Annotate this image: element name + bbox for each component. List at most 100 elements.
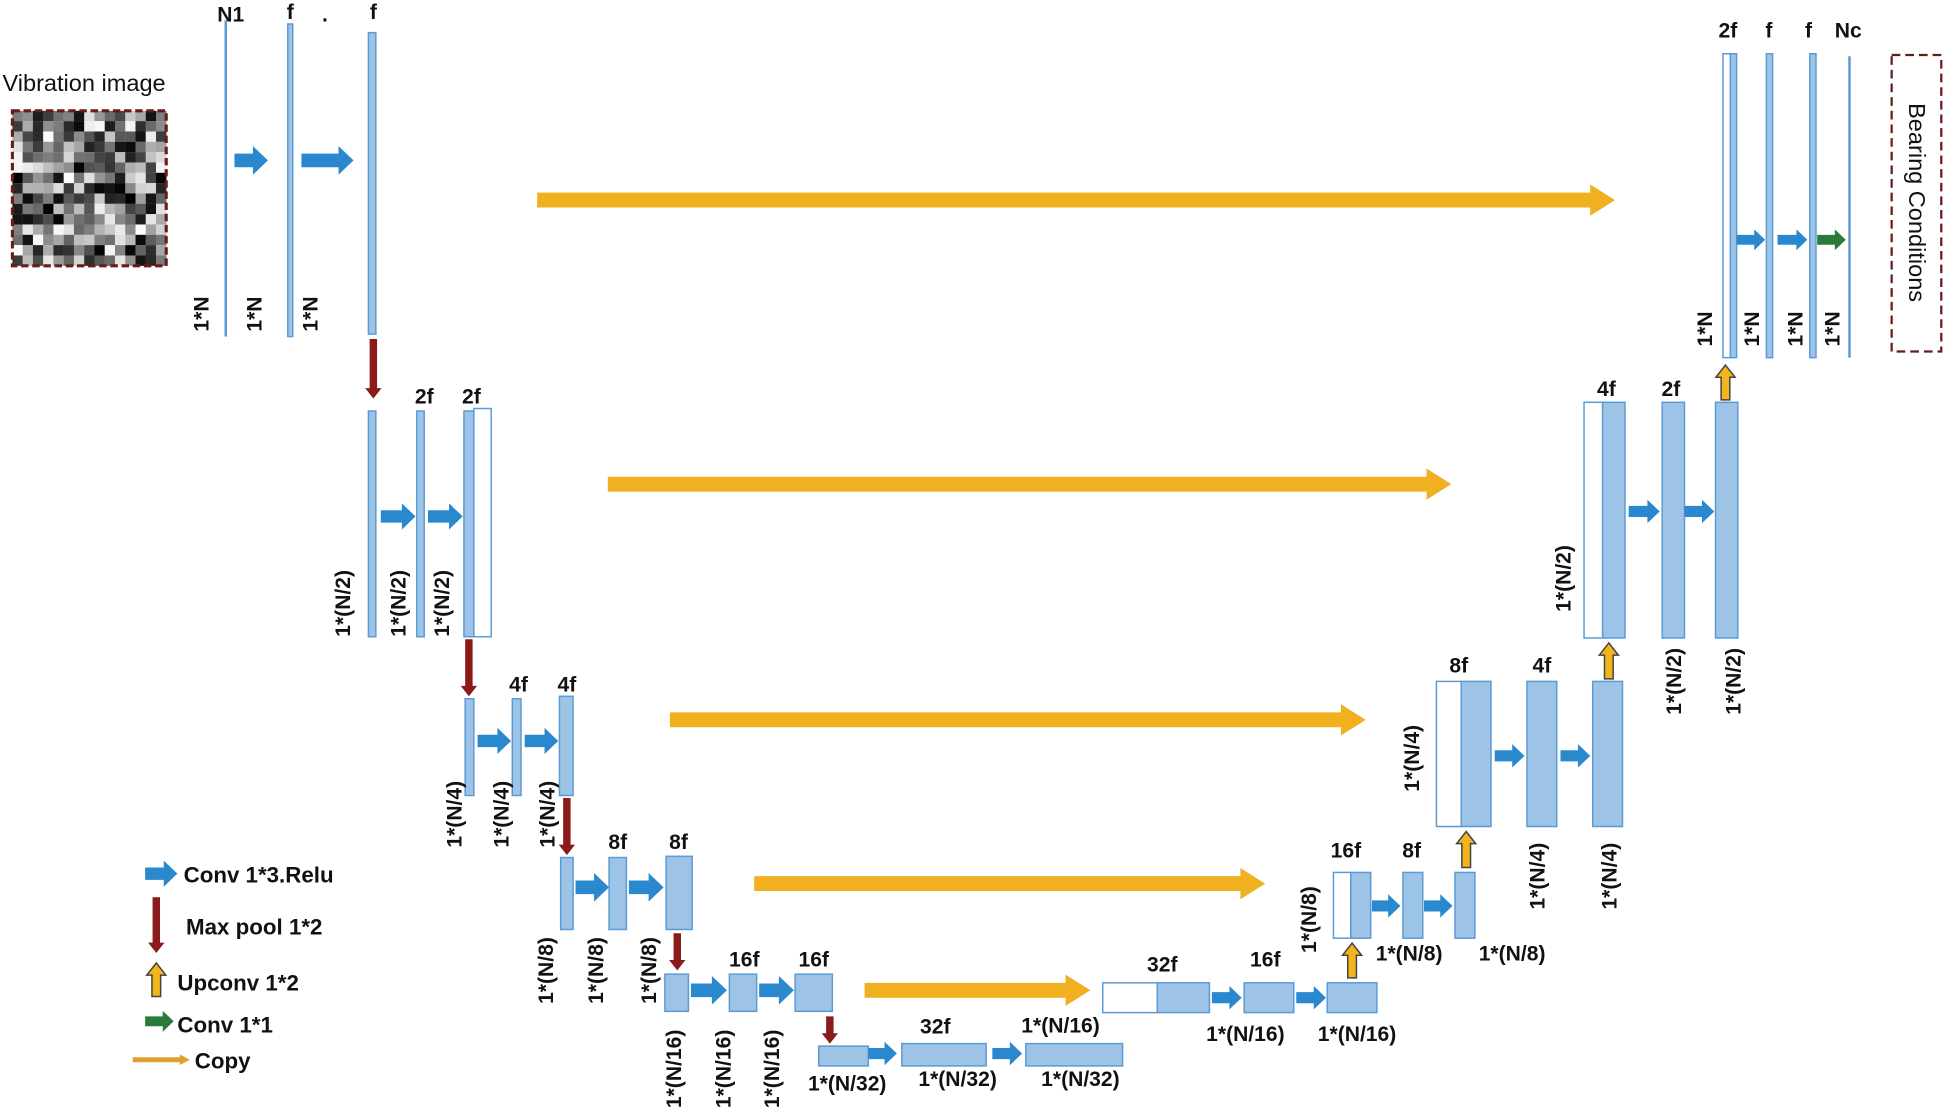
feature-block [664,973,690,1013]
vibration-pixel [12,193,23,204]
vibration-pixel [94,234,105,246]
channel-label: f [1765,20,1773,43]
conv-arrow-icon [1628,499,1660,524]
feature-block [1460,680,1492,828]
vibration-pixel [73,172,85,184]
vibration-pixel [125,224,136,235]
vibration-pixel [22,110,34,122]
vibration-pixel [22,141,34,153]
vibration-pixel [84,224,95,235]
vibration-pixel [43,214,54,225]
size-label: 1*(N/16) [663,1030,686,1108]
vibration-pixel [84,203,95,215]
channel-label: 2f [462,386,482,409]
conv-arrow-icon [868,1041,897,1066]
concat-block [1583,401,1604,639]
vibration-pixel [84,162,95,173]
legend-label: Conv 1*3.Relu [184,862,334,887]
feature-block [1526,680,1558,828]
vibration-pixel [114,193,126,204]
size-label: 1*(N/4) [491,781,514,848]
vibration-pixel [104,214,116,225]
vibration-pixel [114,255,126,266]
vibration-pixel [32,121,44,132]
vibration-pixel [32,203,44,215]
vibration-pixel [104,131,116,142]
channel-label: 2f [1661,378,1681,401]
vibration-pixel [84,214,95,225]
vibration-pixel [43,245,54,256]
vibration-pixel [94,203,105,215]
vibration-pixel [145,234,157,246]
feature-block [416,410,425,638]
feature-block [1243,982,1295,1014]
size-label: 1*(N/16) [1206,1023,1284,1046]
conv-arrow-icon [690,975,727,1005]
channel-label: 8f [1449,655,1469,678]
vibration-pixel [22,245,34,256]
vibration-pixel [94,193,105,204]
vibration-pixel [73,224,85,235]
maxpool-arrow-icon [669,933,686,971]
vibration-pixel [104,193,116,204]
vibration-pixel [73,110,85,122]
vibration-pixel [135,162,146,173]
size-label: 1*(N/16) [1318,1023,1396,1046]
vibration-pixel [145,110,157,122]
vibration-pixel [53,255,64,266]
vibration-pixel [32,131,44,142]
vibration-pixel [43,172,54,184]
vibration-pixel [104,245,116,256]
vibration-pixel [53,234,64,246]
vibration-pixel [156,255,167,266]
conv-arrow-icon [759,975,794,1005]
vibration-pixel [104,183,116,194]
vibration-pixel [12,183,23,194]
size-label: 1*N [1694,311,1717,346]
vibration-pixel [12,245,23,256]
maxpool-arrow-icon [365,339,382,399]
vibration-pixel [156,121,167,132]
vibration-pixel [104,234,116,246]
feature-block [1402,871,1424,939]
conv-arrow-icon [1494,744,1525,768]
vibration-pixel [63,162,75,173]
feature-block [1661,401,1686,639]
feature-block [558,695,574,797]
vibration-pixel [32,172,44,184]
vibration-pixel [63,172,75,184]
vibration-pixel [125,255,136,266]
vibration-pixel [104,162,116,173]
feature-block [463,410,475,638]
vibration-pixel [53,245,64,256]
vibration-pixel [125,121,136,132]
vibration-pixel [104,141,116,153]
size-label: 1*(N/32) [808,1073,887,1096]
vibration-pixel [53,131,64,142]
size-label: 1*(N/32) [1041,1068,1119,1091]
vibration-pixel [32,224,44,235]
legend-conv1x1-icon [145,1010,174,1032]
vibration-pixel [43,255,54,266]
channel-label: 32f [1147,954,1178,977]
vibration-pixel [156,110,167,122]
vibration-pixel [22,203,34,215]
copy-arrow-icon [754,867,1266,900]
vibration-pixel [156,183,167,194]
vibration-pixel [114,214,126,225]
channel-label: 4f [1597,378,1617,401]
vibration-pixel [145,214,157,225]
vibration-pixel [94,131,105,142]
conv-arrow-icon [1371,894,1401,918]
vibration-pixel [145,255,157,266]
vibration-pixel [114,131,126,142]
vibration-pixel [43,193,54,204]
channel-label: 2f [1719,20,1739,43]
conv-arrow-icon [1424,894,1453,918]
vibration-pixel [145,131,157,142]
channel-label: 2f [415,386,435,409]
feature-block [817,1045,870,1067]
vibration-pixel [63,110,75,122]
size-label: 1*(N/16) [713,1030,736,1109]
vibration-pixel [135,121,146,132]
